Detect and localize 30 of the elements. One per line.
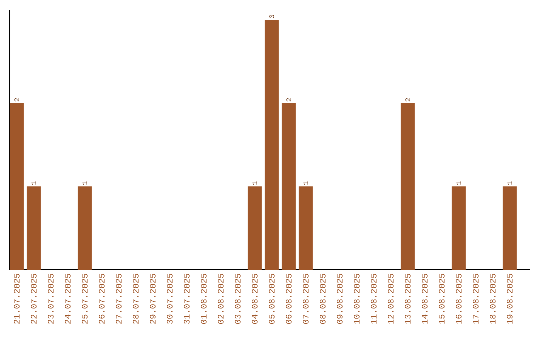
x-tick-label: 22.07.2025	[31, 274, 37, 324]
x-tick-label: 04.08.2025	[252, 274, 258, 324]
x-tick-label: 06.08.2025	[286, 274, 292, 324]
x-tick-label: 27.07.2025	[116, 274, 122, 324]
x-tick-label: 10.08.2025	[354, 274, 360, 324]
x-tick-label: 21.07.2025	[14, 274, 20, 324]
x-tick-label: 29.07.2025	[150, 274, 156, 324]
x-tick-label: 08.08.2025	[320, 274, 326, 324]
x-tick-label: 19.08.2025	[507, 274, 513, 324]
x-tick-label: 02.08.2025	[218, 274, 224, 324]
x-tick-label: 30.07.2025	[167, 274, 173, 324]
x-tick-label: 18.08.2025	[490, 274, 496, 324]
x-tick-label: 15.08.2025	[439, 274, 445, 324]
x-tick-label: 31.07.2025	[184, 274, 190, 324]
x-tick-label: 07.08.2025	[303, 274, 309, 324]
x-tick-label: 16.08.2025	[456, 274, 462, 324]
x-tick-label: 26.07.2025	[99, 274, 105, 324]
x-tick-label: 14.08.2025	[422, 274, 428, 324]
x-tick-label: 13.08.2025	[405, 274, 411, 324]
x-tick-label: 24.07.2025	[65, 274, 71, 324]
x-tick-label: 28.07.2025	[133, 274, 139, 324]
x-tick-label: 23.07.2025	[48, 274, 54, 324]
x-tick-label: 01.08.2025	[201, 274, 207, 324]
x-tick-label: 12.08.2025	[388, 274, 394, 324]
x-tick-label: 05.08.2025	[269, 274, 275, 324]
x-tick-label: 11.08.2025	[371, 274, 377, 324]
x-tick-label: 17.08.2025	[473, 274, 479, 324]
x-tick-label: 09.08.2025	[337, 274, 343, 324]
x-tick-label: 03.08.2025	[235, 274, 241, 324]
x-tick-label: 25.07.2025	[82, 274, 88, 324]
